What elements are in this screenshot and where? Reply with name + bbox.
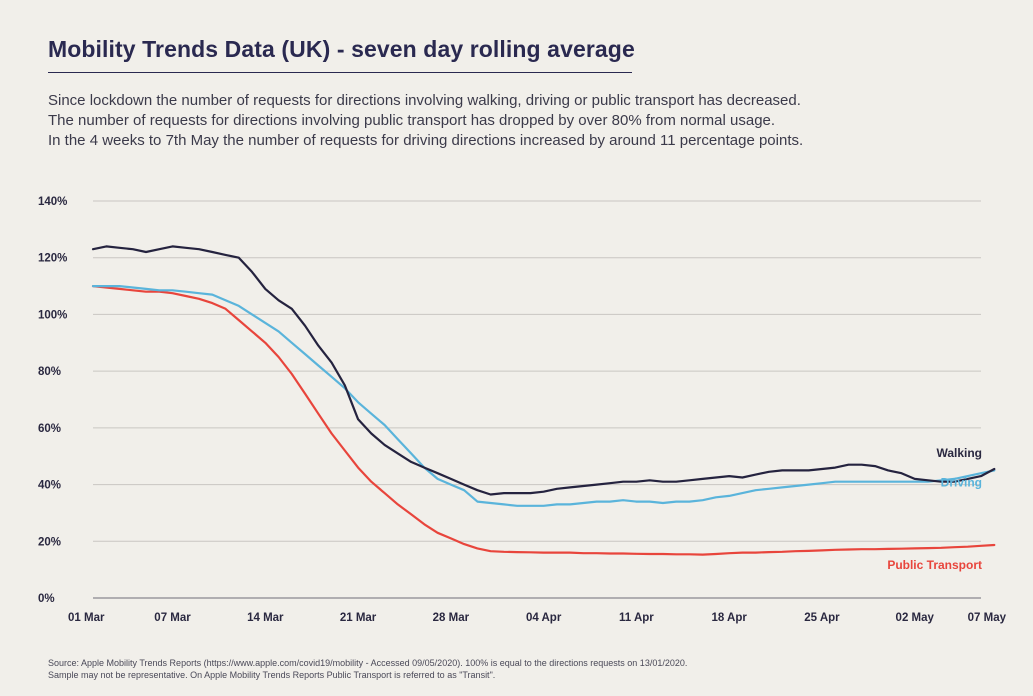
source-note: Source: Apple Mobility Trends Reports (h… — [48, 657, 687, 681]
gridlines — [93, 200, 981, 599]
x-tick-label: 25 Apr — [804, 612, 840, 624]
series-label-driving: Driving — [941, 475, 982, 489]
y-tick-label: 40% — [38, 480, 61, 492]
description-line: In the 4 weeks to 7th May the number of … — [48, 132, 804, 149]
x-tick-label: 11 Apr — [619, 612, 654, 624]
y-tick-label: 100% — [38, 309, 67, 321]
x-tick-label: 21 Mar — [340, 612, 377, 624]
x-tick-label: 07 May — [968, 612, 1007, 624]
y-tick-label: 120% — [38, 253, 67, 265]
x-tick-label: 04 Apr — [526, 612, 562, 624]
series-label-public-transport: Public Transport — [887, 558, 982, 572]
description-line: The number of requests for directions in… — [48, 112, 776, 129]
series-line-walking — [91, 245, 996, 496]
x-tick-label: 14 Mar — [247, 612, 284, 624]
y-tick-label: 140% — [38, 196, 67, 208]
y-tick-label: 0% — [38, 593, 55, 605]
series-line-driving — [91, 284, 996, 507]
x-tick-label: 18 Apr — [711, 612, 747, 624]
series-label-walking: Walking — [936, 446, 982, 460]
chart-description: Since lockdown the number of requests fo… — [48, 91, 1008, 151]
y-axis-tick-labels: 0% 20% 40% 60% 80% 100% 120% 140% — [38, 196, 67, 605]
series-labels: Walking Driving Public Transport — [887, 446, 982, 572]
source-line: Sample may not be representative. On App… — [48, 670, 496, 680]
series-line-public-transport — [91, 284, 996, 556]
x-tick-label: 07 Mar — [154, 612, 191, 624]
source-line: Source: Apple Mobility Trends Reports (h… — [48, 658, 688, 668]
x-tick-label: 02 May — [896, 612, 935, 624]
line-chart: 0% 20% 40% 60% 80% 100% 120% 140% 01 Mar 07 Mar 1… — [38, 196, 1007, 624]
series-lines — [91, 245, 996, 556]
y-tick-label: 60% — [38, 423, 61, 435]
x-tick-label: 01 Mar — [68, 612, 105, 624]
x-axis-tick-labels: 01 Mar 07 Mar 14 Mar 21 Mar 28 Mar 04 Apr 11 A… — [68, 612, 1007, 624]
description-line: Since lockdown the number of requests fo… — [48, 92, 801, 109]
y-tick-label: 80% — [38, 366, 61, 378]
x-tick-label: 28 Mar — [433, 612, 470, 624]
y-tick-label: 20% — [38, 536, 61, 548]
title-underline — [48, 72, 632, 73]
chart-title: Mobility Trends Data (UK) - seven day ro… — [48, 36, 635, 62]
